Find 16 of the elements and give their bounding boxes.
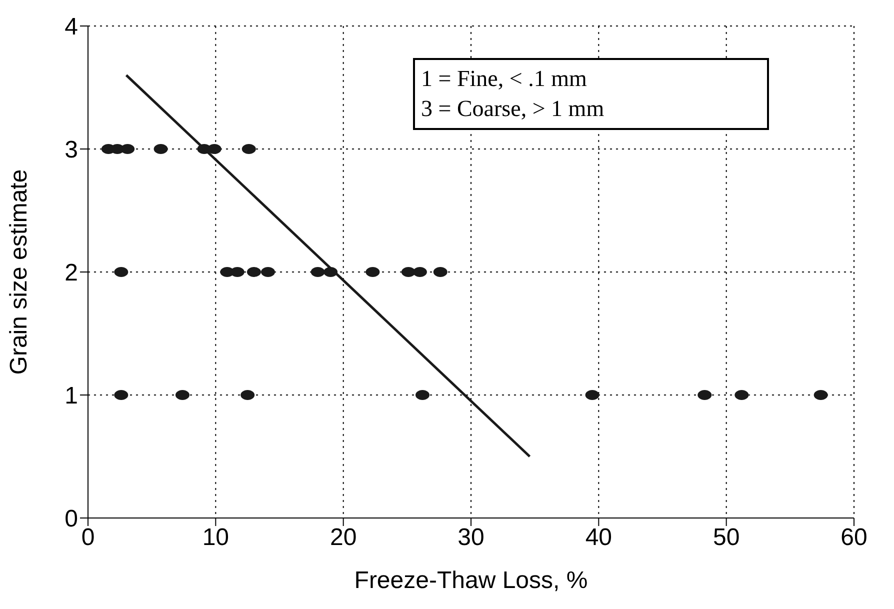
note-box: 1 = Fine, < .1 mm 3 = Coarse, > 1 mm	[413, 58, 769, 130]
y-tick-label: 2	[64, 260, 78, 287]
y-tick-label: 0	[64, 506, 78, 533]
x-tick-label: 20	[330, 524, 357, 552]
x-tick-label: 50	[712, 524, 740, 552]
x-axis-title: Freeze-Thaw Loss, %	[354, 567, 588, 594]
y-axis-title: Grain size estimate	[6, 169, 33, 375]
y-tick-label: 1	[64, 382, 78, 410]
annotation: 1 = Fine, < .1 mm	[421, 65, 588, 93]
x-tick-label: 60	[840, 524, 868, 552]
y-tick-label: 4	[64, 14, 78, 41]
y-tick-label: 3	[64, 136, 78, 164]
annotation: 3 = Coarse, > 1 mm	[421, 95, 606, 123]
x-tick-label: 40	[585, 524, 612, 552]
x-tick-label: 10	[202, 524, 230, 552]
x-tick-label: 30	[458, 524, 484, 552]
